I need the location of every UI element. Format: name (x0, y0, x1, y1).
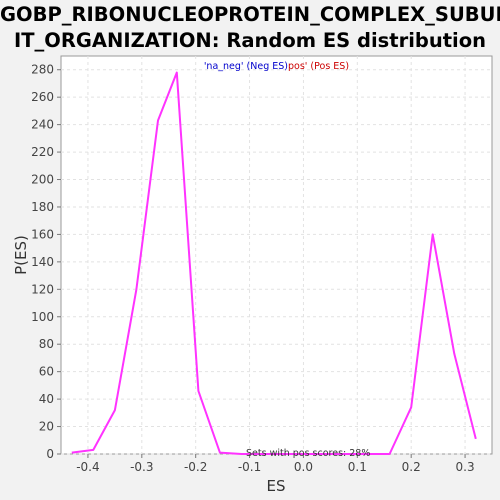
y-axis-label: P(ES) (12, 235, 30, 275)
x-tick-label: 0.3 (456, 460, 475, 474)
y-tick-label: 240 (31, 118, 54, 132)
legend-neg-label: 'na_neg' (Neg ES) (204, 61, 288, 72)
y-tick-label: 280 (31, 63, 54, 77)
y-tick-label: 0 (46, 447, 54, 461)
y-tick-label: 160 (31, 227, 54, 241)
x-tick-label: -0.4 (76, 460, 99, 474)
chart-title-line-2: IT_ORGANIZATION: Random ES distribution (14, 29, 486, 52)
annotation-pos-scores: Sets with pos scores: 28% (246, 448, 370, 459)
y-tick-label: 20 (39, 420, 54, 434)
y-tick-label: 80 (39, 337, 54, 351)
x-tick-label: -0.3 (130, 460, 153, 474)
y-axis-ticks: 0 20 40 60 80 100 120 140 160 180 200 220 240 260 280 (31, 63, 61, 461)
grid-lines (61, 56, 492, 455)
x-axis-label: ES (267, 477, 286, 495)
x-axis-ticks: -0.4 -0.3 -0.2 -0.1 0.0 0.1 0.2 0.3 (76, 454, 475, 474)
y-tick-label: 140 (31, 255, 54, 269)
y-tick-label: 200 (31, 173, 54, 187)
y-tick-label: 220 (31, 145, 54, 159)
x-tick-label: -0.1 (238, 460, 261, 474)
x-tick-label: 0.0 (294, 460, 313, 474)
chart-title: GOBP_RIBONUCLEOPROTEIN_COMPLEX_SUBUN IT_… (0, 2, 500, 54)
series-layer (71, 71, 477, 455)
y-tick-label: 100 (31, 310, 54, 324)
y-tick-label: 260 (31, 90, 54, 104)
chart-title-line-1: GOBP_RIBONUCLEOPROTEIN_COMPLEX_SUBUN (0, 3, 500, 26)
y-tick-label: 120 (31, 282, 54, 296)
x-tick-label: -0.2 (184, 460, 207, 474)
y-tick-label: 180 (31, 200, 54, 214)
y-tick-label: 60 (39, 365, 54, 379)
y-tick-label: 40 (39, 392, 54, 406)
series-line (71, 71, 477, 455)
x-tick-label: 0.2 (402, 460, 421, 474)
legend-pos-label: pos' (Pos ES) (288, 61, 349, 72)
plot-area (60, 55, 493, 455)
x-tick-label: 0.1 (348, 460, 367, 474)
